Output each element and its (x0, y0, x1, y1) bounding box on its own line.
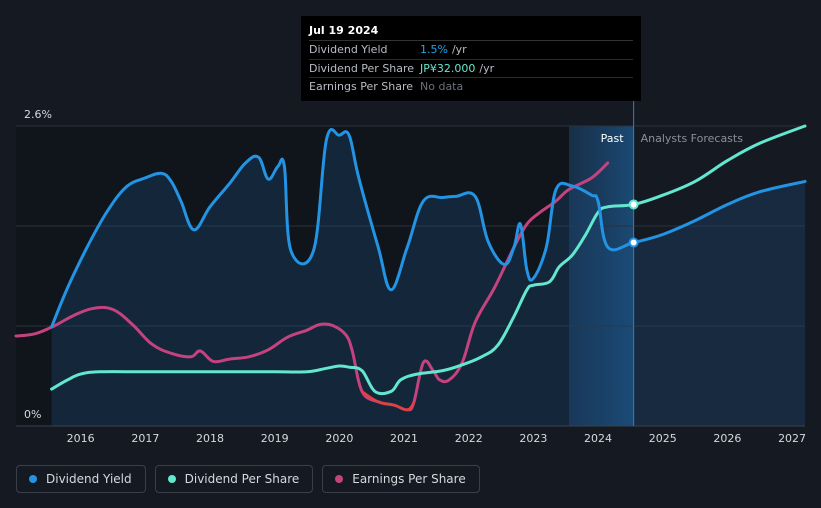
dividend-per-share-marker (628, 199, 639, 210)
dividend-yield-line (50, 127, 807, 329)
x-tick-label: 2018 (196, 432, 224, 445)
x-tick-label: 2026 (713, 432, 741, 445)
past-label: Past (601, 132, 625, 145)
legend-label: Dividend Yield (46, 472, 132, 486)
legend-dot-icon (335, 475, 344, 483)
legend-dot-icon (167, 475, 176, 483)
x-tick-label: 2025 (649, 432, 677, 445)
tooltip-value: JP¥32.000 (420, 61, 476, 75)
x-tick-label: 2022 (455, 432, 483, 445)
tooltip-value: 1.5% (420, 43, 448, 56)
legend-label: Earnings Per Share (352, 472, 466, 486)
dividend-yield-area (51, 129, 806, 427)
eps-negative-segment (360, 390, 415, 412)
tooltip-label: Dividend Per Share (309, 61, 415, 75)
x-tick-label: 2017 (131, 432, 159, 445)
tooltip-label: Earnings Per Share (309, 80, 414, 93)
dividend-per-share-line (50, 124, 807, 396)
x-tick-label: 2016 (67, 432, 95, 445)
legend-earnings-per-share[interactable]: Earnings Per Share (322, 465, 480, 493)
legend-dividend-yield[interactable]: Dividend Yield (16, 465, 146, 493)
tooltip-unit: /yr (451, 43, 467, 56)
legend-dot-icon (29, 475, 37, 483)
x-tick-label: 2019 (261, 432, 289, 445)
tooltip-unit: /yr (479, 61, 495, 75)
forecast-label: Analysts Forecasts (641, 132, 744, 145)
earnings-per-share-line (14, 161, 610, 412)
legend-label: Dividend Per Share (184, 472, 300, 486)
x-tick-label: 2023 (519, 432, 547, 445)
y-tick-max: 2.6% (24, 108, 52, 121)
legend-dividend-per-share[interactable]: Dividend Per Share (154, 465, 314, 493)
tooltip-value: No data (420, 80, 464, 93)
tooltip-row-earnings-per-share: Earnings Per Share No data (309, 78, 633, 96)
forecast-highlight-band (568, 126, 634, 426)
x-tick-label: 2021 (390, 432, 418, 445)
past-region (16, 126, 569, 426)
tooltip-label: Dividend Yield (309, 43, 388, 56)
tooltip-row-dividend-yield: Dividend Yield 1.5% /yr (309, 41, 633, 60)
tooltip-row-dividend-per-share: Dividend Per Share JP¥32.000 /yr (309, 60, 633, 78)
x-tick-label: 2027 (778, 432, 806, 445)
x-tick-label: 2020 (325, 432, 353, 445)
x-tick-label: 2024 (584, 432, 612, 445)
legend: Dividend Yield Dividend Per Share Earnin… (16, 465, 480, 493)
y-tick-min: 0% (24, 408, 41, 421)
dividend-yield-marker (628, 237, 639, 248)
tooltip-date: Jul 19 2024 (309, 22, 633, 41)
tooltip: Jul 19 2024 Dividend Yield 1.5% /yr Divi… (301, 16, 641, 101)
